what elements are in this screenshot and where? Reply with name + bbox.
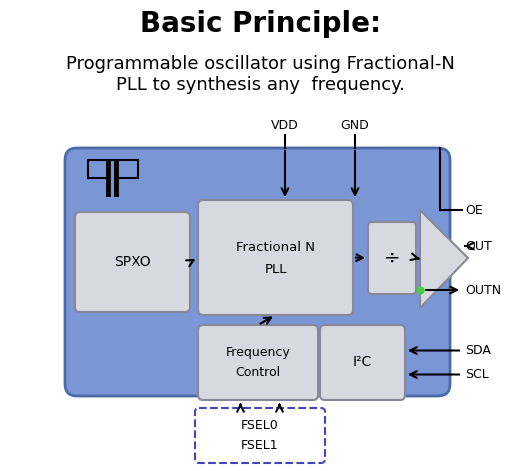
FancyBboxPatch shape xyxy=(198,325,318,400)
Text: OUT: OUT xyxy=(465,239,492,252)
Text: ÷: ÷ xyxy=(384,249,400,268)
Text: GND: GND xyxy=(341,119,369,132)
Text: I²C: I²C xyxy=(353,356,372,370)
Text: SPXO: SPXO xyxy=(114,255,151,269)
Text: FSEL0: FSEL0 xyxy=(241,419,279,432)
Text: SCL: SCL xyxy=(465,368,489,381)
FancyBboxPatch shape xyxy=(75,212,190,312)
FancyBboxPatch shape xyxy=(198,200,353,315)
Text: Fractional N: Fractional N xyxy=(236,241,315,254)
Text: Frequency: Frequency xyxy=(226,346,290,359)
Text: Basic Principle:: Basic Principle: xyxy=(140,10,381,38)
Text: PLL: PLL xyxy=(264,263,287,276)
Text: Control: Control xyxy=(235,366,281,379)
Text: FSEL1: FSEL1 xyxy=(241,439,279,452)
Text: OE: OE xyxy=(465,203,483,217)
FancyBboxPatch shape xyxy=(320,325,405,400)
FancyBboxPatch shape xyxy=(65,148,450,396)
Text: SDA: SDA xyxy=(465,344,491,357)
Text: Programmable oscillator using Fractional-N
PLL to synthesis any  frequency.: Programmable oscillator using Fractional… xyxy=(66,55,455,94)
Text: VDD: VDD xyxy=(271,119,299,132)
Polygon shape xyxy=(420,210,468,308)
Text: OUTN: OUTN xyxy=(465,284,501,297)
FancyBboxPatch shape xyxy=(368,222,416,294)
